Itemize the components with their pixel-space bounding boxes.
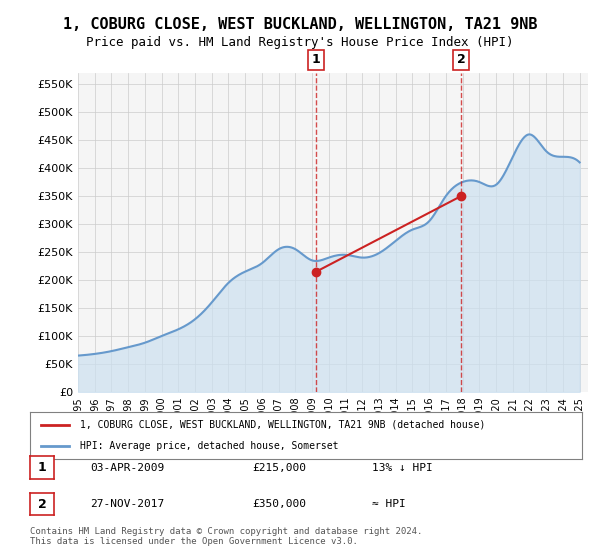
- Text: 1, COBURG CLOSE, WEST BUCKLAND, WELLINGTON, TA21 9NB: 1, COBURG CLOSE, WEST BUCKLAND, WELLINGT…: [63, 17, 537, 32]
- Text: 13% ↓ HPI: 13% ↓ HPI: [372, 463, 433, 473]
- Text: 1: 1: [38, 461, 46, 474]
- Text: £215,000: £215,000: [252, 463, 306, 473]
- Text: ≈ HPI: ≈ HPI: [372, 499, 406, 509]
- Text: 03-APR-2009: 03-APR-2009: [90, 463, 164, 473]
- Text: HPI: Average price, detached house, Somerset: HPI: Average price, detached house, Some…: [80, 441, 338, 451]
- Text: Price paid vs. HM Land Registry's House Price Index (HPI): Price paid vs. HM Land Registry's House …: [86, 36, 514, 49]
- Text: 1, COBURG CLOSE, WEST BUCKLAND, WELLINGTON, TA21 9NB (detached house): 1, COBURG CLOSE, WEST BUCKLAND, WELLINGT…: [80, 420, 485, 430]
- Text: 1: 1: [312, 53, 320, 67]
- Text: Contains HM Land Registry data © Crown copyright and database right 2024.
This d: Contains HM Land Registry data © Crown c…: [30, 526, 422, 546]
- Text: £350,000: £350,000: [252, 499, 306, 509]
- Text: 27-NOV-2017: 27-NOV-2017: [90, 499, 164, 509]
- Text: 2: 2: [457, 53, 466, 67]
- Text: 2: 2: [38, 497, 46, 511]
